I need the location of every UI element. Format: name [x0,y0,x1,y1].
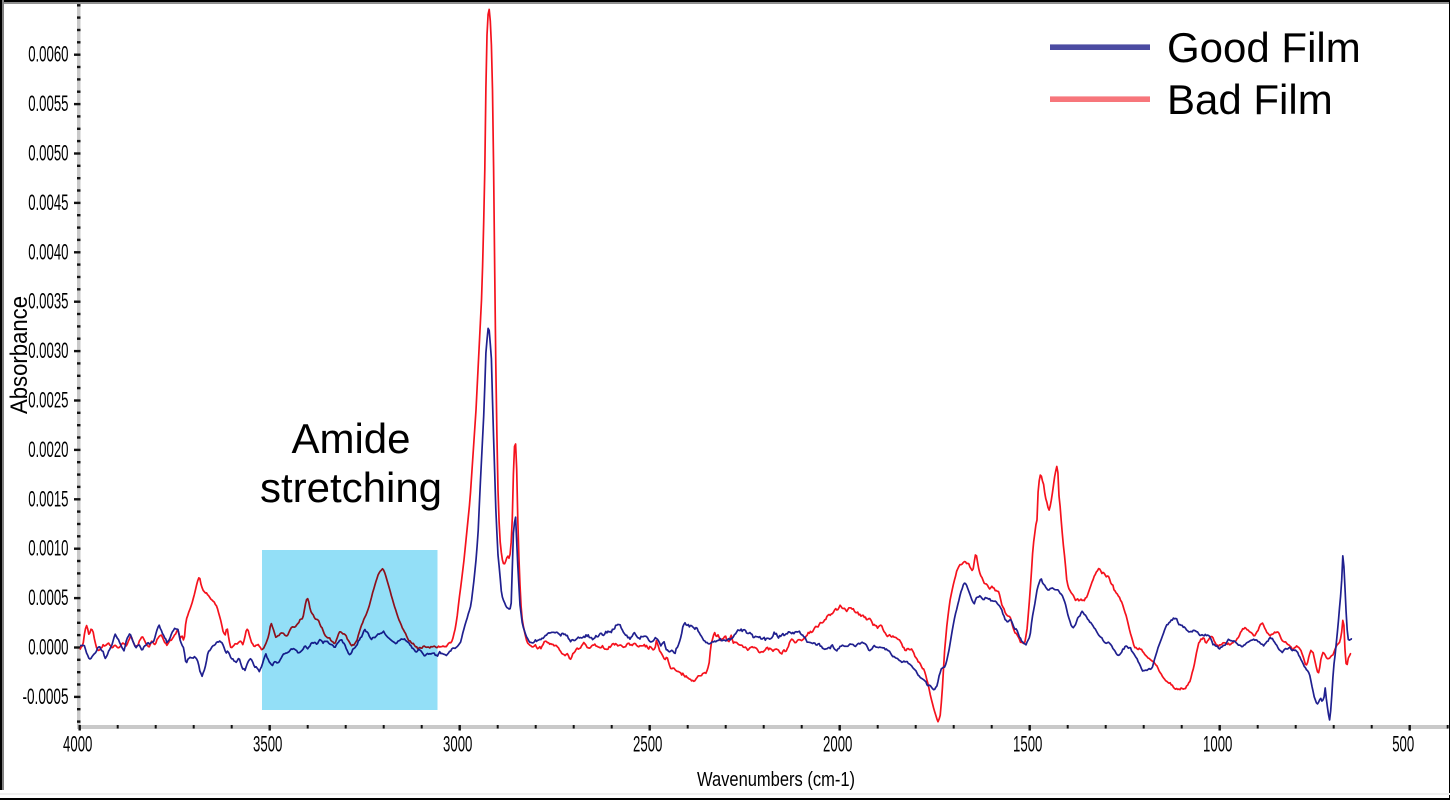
svg-text:Wavenumbers (cm-1): Wavenumbers (cm-1) [697,769,855,791]
svg-text:0.0050: 0.0050 [28,141,68,166]
svg-text:4000: 4000 [63,732,92,757]
svg-text:0.0055: 0.0055 [28,91,68,116]
svg-text:-0.0005: -0.0005 [23,684,69,709]
svg-text:0.0040: 0.0040 [28,239,68,264]
svg-text:1000: 1000 [1203,732,1232,757]
svg-text:0.0060: 0.0060 [28,42,68,67]
svg-text:Absorbance: Absorbance [6,296,33,414]
svg-text:0.0025: 0.0025 [28,388,68,413]
svg-text:0.0035: 0.0035 [28,289,68,314]
svg-text:0.0005: 0.0005 [28,585,68,610]
svg-text:0.0015: 0.0015 [28,486,68,511]
svg-text:0.0010: 0.0010 [28,536,68,561]
svg-text:3000: 3000 [443,732,472,757]
svg-text:0.0020: 0.0020 [28,437,68,462]
svg-text:0.0000: 0.0000 [28,635,68,660]
svg-text:1500: 1500 [1013,732,1042,757]
svg-text:Good Film: Good Film [1167,24,1361,71]
svg-text:Amide: Amide [291,415,410,462]
svg-text:0.0030: 0.0030 [28,338,68,363]
svg-text:Bad Film: Bad Film [1167,76,1333,123]
svg-text:stretching: stretching [260,464,442,511]
svg-text:2000: 2000 [823,732,852,757]
svg-text:3500: 3500 [253,732,282,757]
svg-text:0.0045: 0.0045 [28,190,68,215]
svg-text:500: 500 [1392,732,1414,757]
svg-text:2500: 2500 [633,732,662,757]
